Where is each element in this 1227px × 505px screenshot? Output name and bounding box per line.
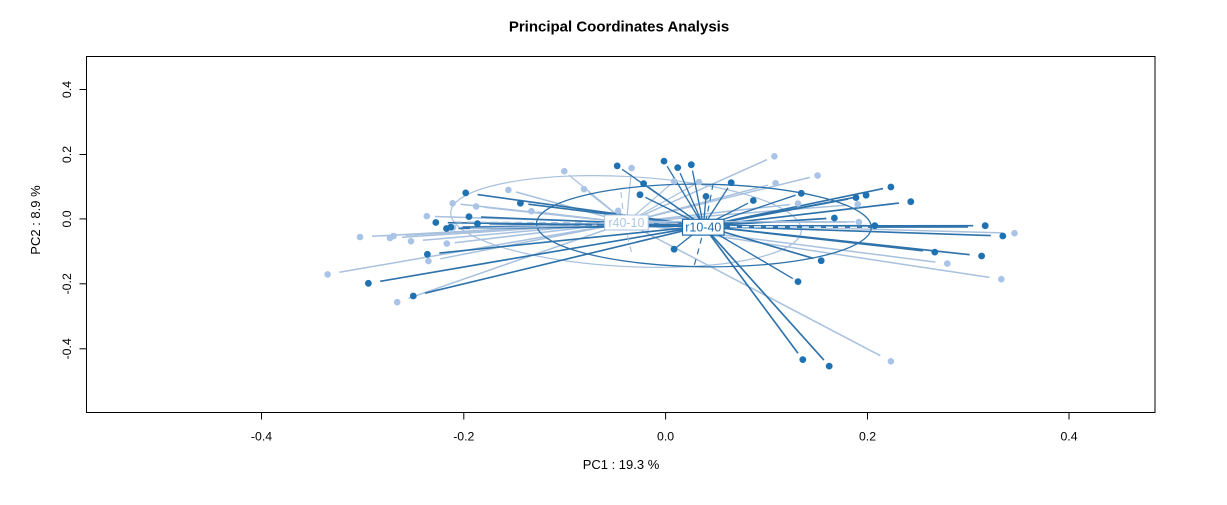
svg-text:0.2: 0.2 [859, 430, 876, 444]
svg-text:-0.4: -0.4 [60, 338, 74, 359]
svg-text:-0.2: -0.2 [453, 430, 474, 444]
svg-text:0.4: 0.4 [60, 81, 74, 98]
svg-text:r10-40: r10-40 [685, 221, 721, 235]
svg-text:PC2 : 8.9 %: PC2 : 8.9 % [28, 185, 43, 255]
svg-text:0.4: 0.4 [1060, 430, 1077, 444]
svg-text:r40-10: r40-10 [608, 216, 644, 230]
svg-text:-0.2: -0.2 [60, 273, 74, 294]
svg-text:0.0: 0.0 [657, 430, 674, 444]
svg-text:0.0: 0.0 [60, 210, 74, 227]
svg-text:-0.4: -0.4 [251, 430, 272, 444]
svg-text:Principal Coordinates Analysis: Principal Coordinates Analysis [509, 18, 729, 35]
svg-text:0.2: 0.2 [60, 146, 74, 163]
svg-text:PC1 : 19.3 %: PC1 : 19.3 % [583, 457, 660, 472]
